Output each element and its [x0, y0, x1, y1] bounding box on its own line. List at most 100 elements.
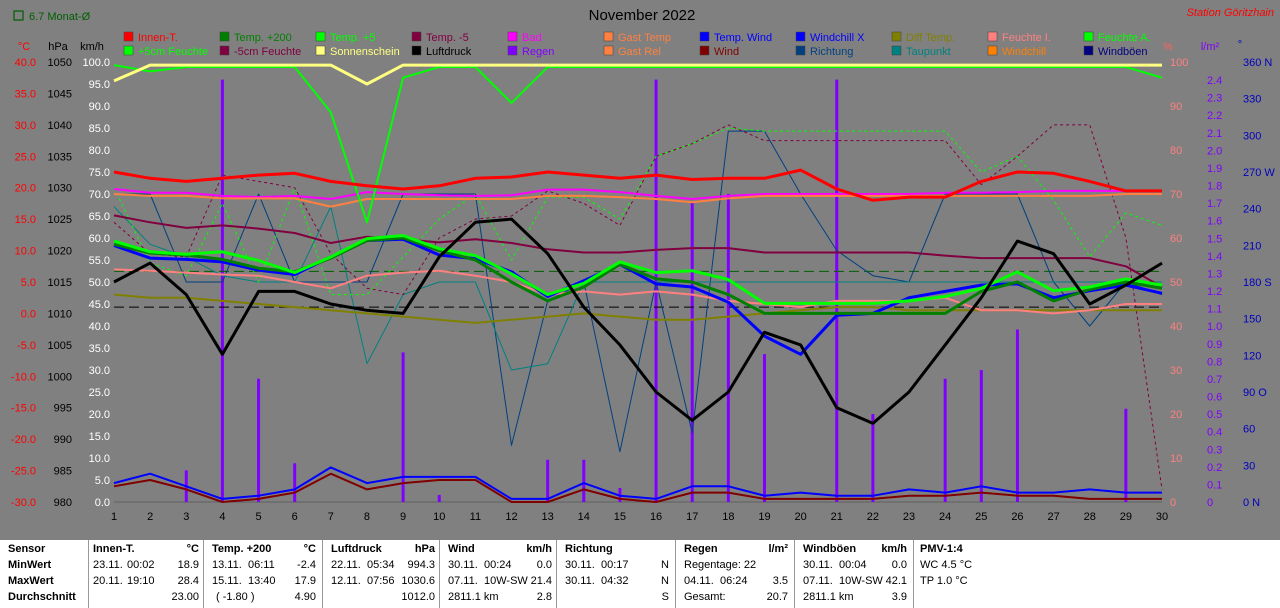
series-line [113, 466, 1162, 500]
stats-labels: Sensor MinWert MaxWert Durchschnitt [0, 540, 88, 608]
x-tick-label: 12 [505, 511, 517, 523]
press-avg: 1012.0 [401, 591, 435, 603]
stats-temp: Temp. +200 °C 13.11. 06:11 -2.4 15.11. 1… [204, 540, 322, 608]
x-tick-label: 16 [650, 511, 662, 523]
dir-avg: S [661, 591, 669, 603]
pmv-tp: TP 1.0 °C [920, 575, 968, 587]
legend-swatch [507, 45, 518, 56]
chart-background [0, 0, 1280, 540]
temp-tick-label: 0.0 [21, 308, 36, 320]
legend-swatch [699, 31, 710, 42]
monat-swatch [13, 10, 24, 21]
dir-tick-label: 120 [1243, 350, 1261, 362]
legend-swatch [795, 31, 806, 42]
percent-tick-label: 40 [1170, 321, 1182, 333]
legend-swatch [1083, 45, 1094, 56]
wind-unit: km/h [80, 41, 104, 53]
rain-title: Regen [684, 543, 718, 555]
wind-tick-label: 45.0 [89, 299, 110, 311]
wind-tick-label: 100.0 [82, 57, 110, 69]
temp-unit: °C [18, 41, 30, 53]
rain-tick-label: 1.2 [1207, 286, 1222, 298]
temp-min-time: 06:11 [248, 559, 275, 571]
pressure-tick-label: 1040 [48, 120, 72, 132]
series-line [113, 472, 1162, 503]
wind-tick-label: 40.0 [89, 321, 110, 333]
rain-max-time: 06:24 [720, 575, 748, 587]
wind-title: Wind [448, 543, 475, 555]
separator [556, 540, 557, 608]
wind-tick-label: 15.0 [89, 431, 110, 443]
temp-max-date: 15.11. [212, 575, 242, 587]
percent-tick-label: 0 [1170, 497, 1176, 509]
dir-tick-label: 150 [1243, 314, 1261, 326]
legend-swatch [219, 45, 230, 56]
temp-title: Temp. +200 [212, 543, 272, 555]
wind-max-time: 10W-SW [484, 575, 528, 587]
rain-tick-label: 0.9 [1207, 339, 1222, 351]
stats-innen: Innen-T. °C 23.11. 00:02 18.9 20.11. 19:… [89, 540, 203, 608]
wind-tick-label: 25.0 [89, 387, 110, 399]
wind-avg-km: 2811.1 km [448, 591, 499, 603]
weather-chart: November 2022 Station Göritzhain 6.7 Mon… [0, 0, 1280, 540]
wind-avg: 2.8 [536, 591, 552, 603]
stats-rain: Regen l/m² Regentage: 22 04.11. 06:24 3.… [676, 540, 794, 608]
press-title: Luftdruck [331, 543, 382, 555]
wind-tick-label: 35.0 [89, 343, 110, 355]
press-min-val: 994.3 [407, 559, 435, 571]
legend-swatch [315, 45, 326, 56]
plot-area [113, 63, 1163, 503]
stats-pmv: PMV-1:4 WC 4.5 °C TP 1.0 °C [914, 540, 1014, 608]
percent-tick-label: 30 [1170, 365, 1182, 377]
rain-max-val: 3.5 [772, 575, 788, 587]
percent-tick-label: 50 [1170, 277, 1182, 289]
x-tick-label: 2 [147, 511, 153, 523]
pressure-tick-label: 985 [54, 466, 72, 478]
wind-tick-label: 95.0 [89, 79, 110, 91]
rain-tick-label: 0.1 [1207, 479, 1222, 491]
series-line [113, 214, 1163, 288]
rain-tick-label: 1.0 [1207, 321, 1222, 333]
gust-unit: km/h [881, 543, 907, 555]
pressure-tick-label: 1035 [48, 151, 72, 163]
temp-tick-label: 10.0 [15, 246, 36, 258]
wind-tick-label: 5.0 [95, 475, 110, 487]
dir-max-time: 04:32 [601, 575, 629, 587]
gust-max-time: 10W-SW [839, 575, 883, 587]
dir-tick-label: 30 [1243, 460, 1255, 472]
series-line [113, 64, 1163, 224]
x-tick-label: 21 [831, 511, 843, 523]
legend-swatch [123, 45, 134, 56]
x-tick-label: 25 [975, 511, 987, 523]
temp-min-date: 13.11. [212, 559, 242, 571]
stats-pressure: Luftdruck hPa 22.11. 05:34 994.3 12.11. … [323, 540, 439, 608]
series-line [113, 127, 1163, 296]
innen-min-date: 23.11. [93, 559, 123, 571]
percent-tick-label: 60 [1170, 233, 1182, 245]
temp-tick-label: 30.0 [15, 120, 36, 132]
rain-tick-label: 0.5 [1207, 409, 1222, 421]
label-sensor: Sensor [8, 543, 46, 555]
gust-min-date: 30.11. [803, 559, 833, 571]
temp-tick-label: 25.0 [15, 151, 36, 163]
pmv-title: PMV-1:4 [920, 543, 963, 555]
wind-tick-label: 30.0 [89, 365, 110, 377]
pressure-tick-label: 980 [54, 497, 72, 509]
rain-tick-label: 0.2 [1207, 462, 1222, 474]
gust-title: Windböen [803, 543, 857, 555]
wind-tick-label: 0.0 [95, 497, 110, 509]
rain-tick-label: 1.3 [1207, 268, 1222, 280]
temp-tick-label: 40.0 [15, 57, 36, 69]
x-tick-label: 6 [292, 511, 298, 523]
gust-min-val: 0.0 [891, 559, 907, 571]
legend-label: Windchill X [810, 32, 865, 44]
x-tick-label: 10 [433, 511, 445, 523]
pressure-unit: hPa [48, 41, 68, 53]
rain-tick-label: 0.7 [1207, 374, 1222, 386]
legend-label: Diff Temp. [906, 32, 955, 44]
pressure-tick-label: 1005 [48, 340, 72, 352]
dir-tick-label: 90 O [1243, 387, 1267, 399]
legend-label: Temp. Wind [714, 32, 772, 44]
wind-min-val: 0.0 [536, 559, 552, 571]
label-max: MaxWert [8, 575, 54, 587]
